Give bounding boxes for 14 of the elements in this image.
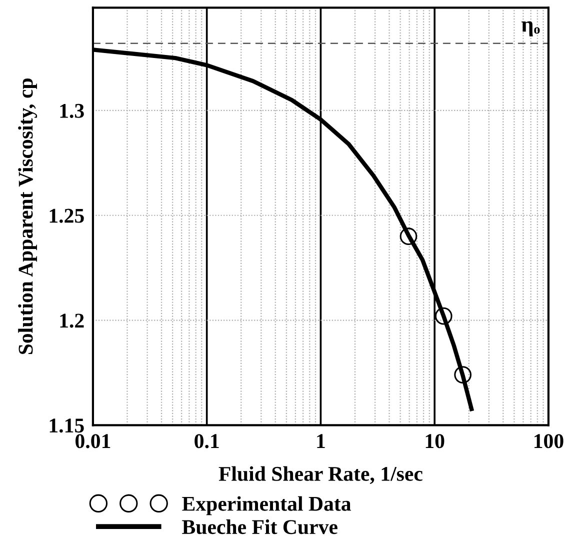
x-tick-label: 0.01 (76, 434, 110, 448)
x-axis-title: Fluid Shear Rate, 1/sec (218, 466, 422, 484)
legend-label: Bueche Fit Curve (182, 519, 338, 534)
x-tick-label: 100 (534, 434, 564, 448)
y-tick-label: 1.3 (60, 104, 84, 118)
x-tick-label: 0.1 (194, 434, 219, 448)
y-tick-label: 1.25 (50, 208, 84, 223)
y-tick-label: 1.15 (50, 418, 84, 433)
y-tick-label: 1.2 (60, 314, 84, 328)
y-axis-title: Solution Apparent Viscosity, cp (18, 78, 38, 354)
ref-line-label: ηₒ (521, 21, 540, 36)
x-tick-label: 1 (317, 434, 325, 448)
legend-label: Experimental Data (182, 496, 351, 516)
x-tick-label: 10 (426, 434, 444, 448)
